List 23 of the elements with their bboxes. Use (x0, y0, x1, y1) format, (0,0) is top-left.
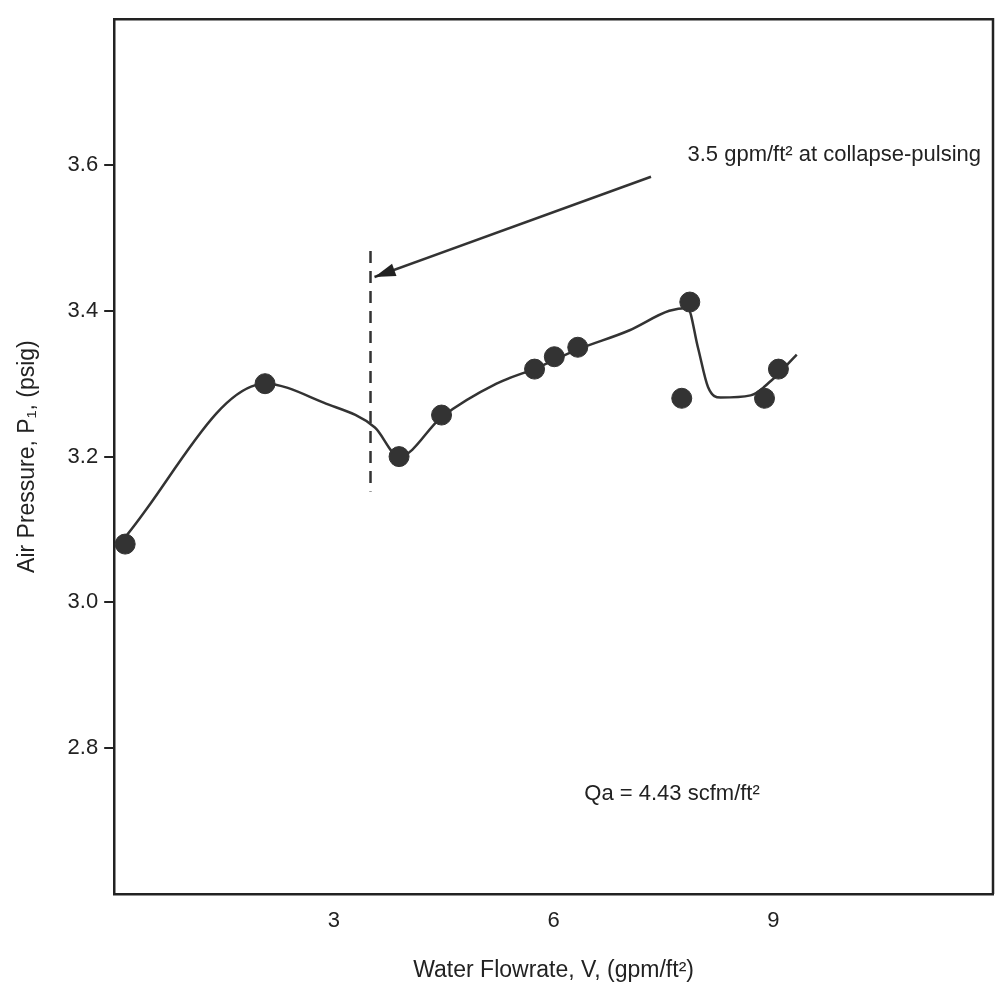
annotation: Qa = 4.43 scfm/ft² (584, 780, 760, 806)
y-tick-label: 3.0 (67, 588, 99, 614)
point (114, 533, 136, 555)
y-tick-label: 3.6 (67, 151, 99, 177)
y-tick-label: 2.8 (67, 734, 99, 760)
ref-line-label: 3.5 gpm/ft² at collapse-pulsing (687, 140, 981, 166)
point (671, 387, 693, 409)
point (679, 291, 701, 313)
point (388, 446, 410, 468)
point (767, 358, 789, 380)
point (543, 346, 565, 368)
point (567, 336, 589, 358)
x-tick-label: 9 (767, 907, 780, 933)
x-tick-label: 6 (547, 907, 560, 933)
point (754, 387, 776, 409)
point (524, 358, 546, 380)
point (431, 404, 453, 426)
y-tick-label: 3.2 (67, 442, 99, 468)
x-axis-title: Water Flowrate, V, (gpm/ft²) (413, 955, 694, 982)
x-tick-label: 3 (327, 907, 341, 933)
y-tick-label: 3.4 (67, 296, 99, 322)
point (254, 373, 276, 395)
y-axis-title: Air Pressure, P₁, (psig) (13, 340, 40, 573)
